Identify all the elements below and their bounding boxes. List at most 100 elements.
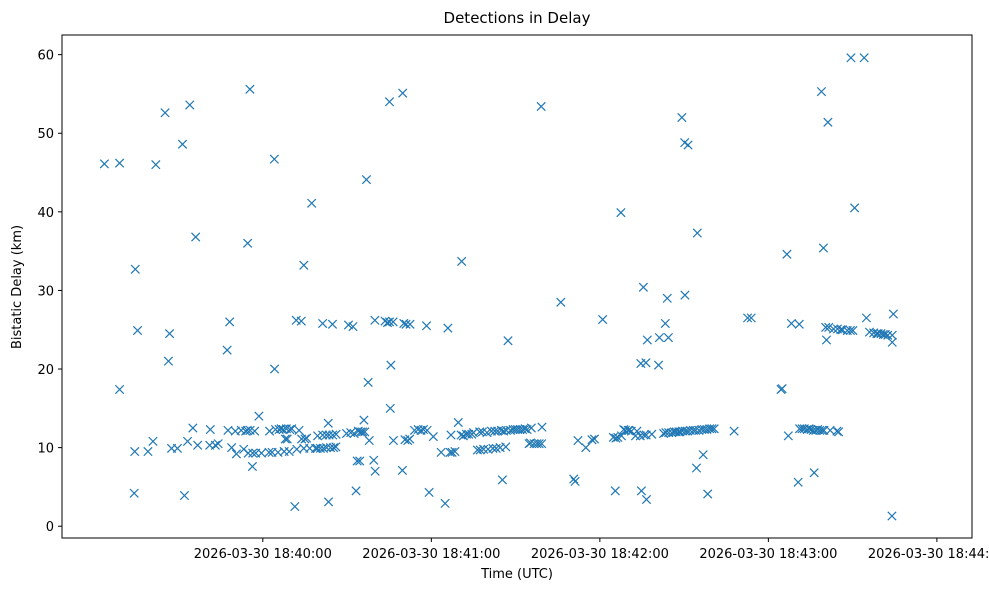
plot-frame	[61, 34, 973, 539]
data-point-marker	[478, 444, 489, 454]
data-point-marker	[205, 424, 215, 435]
data-point-marker	[794, 319, 804, 329]
data-point-marker	[359, 415, 369, 425]
data-point-marker	[296, 316, 306, 326]
y-tick-label: 50	[37, 127, 54, 142]
data-point-marker	[357, 427, 368, 437]
data-point-marker	[386, 360, 396, 370]
data-point-marker	[587, 435, 597, 445]
x-tick-label: 2026-03-30 18:42:00	[531, 547, 669, 562]
data-point-marker	[698, 450, 708, 460]
data-point-marker	[654, 332, 665, 343]
data-point-marker	[99, 159, 110, 169]
data-point-marker	[129, 488, 139, 498]
data-point-marker	[642, 335, 652, 345]
data-point-marker	[361, 174, 372, 185]
data-point-marker	[269, 154, 279, 164]
data-point-marker	[581, 442, 591, 453]
data-point-marker	[660, 318, 670, 329]
data-point-marker	[821, 322, 831, 332]
data-point-marker	[247, 461, 258, 472]
data-point-marker	[639, 430, 649, 440]
data-points	[99, 53, 898, 521]
data-point-marker	[534, 439, 544, 449]
data-point-marker	[397, 465, 408, 476]
data-point-marker	[299, 260, 309, 270]
data-point-marker	[888, 309, 898, 319]
data-point-marker	[248, 448, 258, 458]
data-point-marker	[227, 442, 237, 453]
data-point-marker	[457, 256, 467, 266]
data-point-marker	[323, 418, 333, 428]
data-point-marker	[817, 425, 827, 435]
y-tick-label: 0	[46, 520, 54, 535]
data-point-marker	[497, 475, 508, 485]
data-point-marker	[436, 447, 446, 457]
data-point-marker	[164, 329, 175, 339]
data-point-marker	[231, 449, 242, 459]
data-point-marker	[823, 117, 833, 127]
data-point-marker	[274, 424, 284, 435]
data-point-marker	[848, 325, 858, 336]
data-point-marker	[363, 377, 373, 388]
data-point-marker	[610, 486, 620, 496]
data-point-marker	[816, 86, 827, 97]
data-point-marker	[151, 160, 161, 170]
data-point-marker	[210, 440, 220, 450]
data-point-marker	[401, 319, 411, 329]
data-point-marker	[185, 100, 195, 110]
data-point-marker	[351, 486, 361, 496]
data-point-marker	[475, 445, 485, 455]
data-point-marker	[182, 436, 193, 446]
data-point-marker	[160, 108, 170, 118]
data-point-marker	[887, 337, 897, 347]
data-point-marker	[692, 228, 702, 238]
data-point-marker	[742, 313, 753, 323]
data-point-marker	[818, 243, 829, 253]
data-point-marker	[705, 424, 715, 434]
data-point-marker	[256, 448, 267, 458]
data-point-marker	[348, 321, 358, 332]
data-point-marker	[450, 446, 460, 457]
data-point-marker	[491, 443, 501, 454]
data-point-marker	[683, 140, 693, 150]
data-point-marker	[130, 264, 140, 274]
data-point-marker	[815, 425, 825, 435]
data-point-marker	[821, 335, 832, 345]
data-point-marker	[242, 425, 252, 435]
data-point-marker	[331, 442, 341, 452]
data-point-marker	[285, 424, 295, 435]
data-point-marker	[677, 112, 687, 123]
data-point-marker	[501, 442, 511, 452]
data-point-marker	[280, 434, 290, 444]
y-axis-label: Bistatic Delay (km)	[10, 225, 25, 349]
y-tick-label: 40	[37, 206, 54, 221]
data-point-marker	[809, 468, 819, 478]
data-point-marker	[782, 249, 792, 259]
data-point-marker	[691, 463, 702, 473]
data-point-marker	[729, 426, 739, 436]
data-point-marker	[321, 430, 331, 440]
data-point-marker	[887, 330, 897, 340]
data-point-marker	[331, 429, 341, 439]
data-point-marker	[148, 436, 158, 446]
data-point-marker	[447, 447, 457, 457]
data-point-marker	[503, 336, 513, 346]
data-point-marker	[307, 198, 317, 208]
data-point-marker	[569, 474, 579, 484]
data-point-marker	[641, 358, 651, 368]
y-tick-label: 20	[37, 363, 54, 378]
data-point-marker	[346, 428, 356, 438]
x-tick-label: 2026-03-30 18:41:00	[362, 547, 500, 562]
data-point-marker	[278, 424, 288, 435]
x-axis-label: Time (UTC)	[480, 567, 553, 582]
data-point-marker	[172, 443, 183, 454]
data-point-marker	[421, 321, 432, 331]
data-point-marker	[370, 315, 380, 325]
data-point-marker	[328, 442, 339, 453]
data-point-marker	[598, 314, 608, 325]
data-point-marker	[132, 325, 143, 336]
x-tick-label: 2026-03-30 18:44:00	[868, 547, 989, 562]
